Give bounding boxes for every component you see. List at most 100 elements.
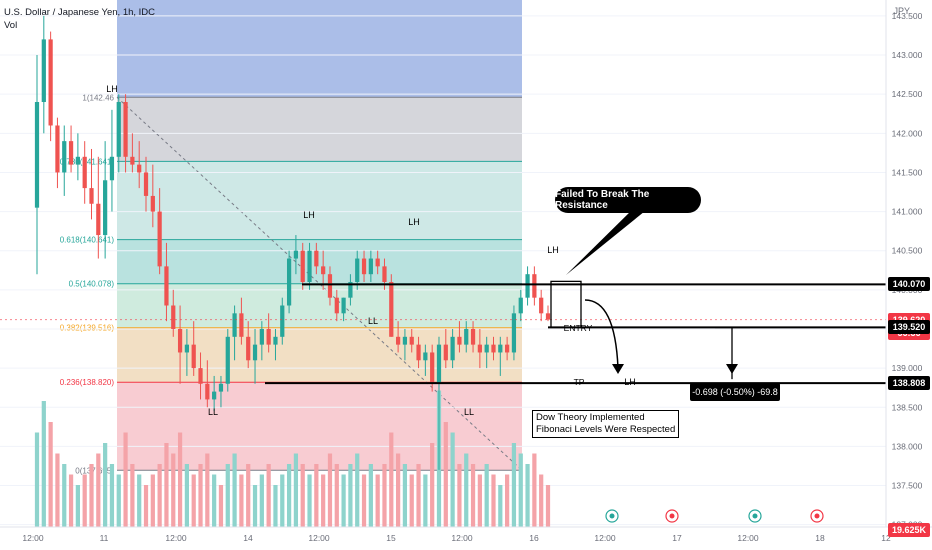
fib-band — [117, 283, 522, 328]
fib-level-label: 0.786(141.641) — [60, 157, 115, 166]
price-range-measure[interactable]: -0.698 (-0.50%) -69.8 — [690, 383, 780, 401]
volume-bar — [511, 443, 517, 527]
fib-band — [117, 327, 522, 383]
price-tick-label: 141.500 — [892, 167, 923, 177]
volume-bar — [205, 453, 210, 527]
price-tag: 138.808 — [888, 376, 930, 391]
volume-bar — [103, 443, 108, 527]
fib-level-label: 1(142.46 — [82, 93, 114, 102]
candle-body — [511, 313, 517, 353]
candle-body — [491, 344, 496, 353]
economic-event-dot — [814, 513, 820, 519]
candle-body — [327, 274, 333, 298]
currency-label: JPY — [893, 6, 910, 16]
volume-bar — [55, 453, 60, 527]
volume-bar — [239, 474, 244, 527]
swing-label: LH — [547, 245, 559, 255]
volume-bar — [355, 453, 360, 527]
volume-bar — [430, 443, 435, 527]
candle-body — [341, 297, 346, 314]
volume-bar — [184, 464, 190, 527]
candle-body — [464, 328, 469, 345]
candle-body — [430, 352, 435, 384]
price-tick-label: 138.000 — [892, 441, 923, 451]
candle-body — [470, 328, 476, 345]
volume-bar — [484, 464, 489, 527]
price-axis: 143.500 143.000 142.500 142.000 141.500 141.0… — [885, 0, 932, 550]
resistance-callout[interactable]: Failed To Break The Resistance — [555, 187, 701, 213]
volume-label[interactable]: Vol — [4, 20, 18, 31]
volume-bar — [89, 464, 94, 527]
volume-bar — [443, 422, 448, 527]
volume-bar — [157, 464, 162, 527]
candle-body — [55, 125, 60, 173]
fibonacci-retracement[interactable]: 1(142.46 0.786(141.641) 0.618(140.641) 0.5(… — [60, 0, 523, 475]
candle-body — [416, 344, 421, 361]
volume-bar — [123, 432, 128, 527]
volume-bar — [266, 464, 271, 527]
volume-bar — [382, 464, 387, 527]
time-tick-label: 11 — [100, 533, 109, 543]
time-tick-label: 16 — [529, 533, 539, 543]
callout-pointer — [566, 207, 650, 275]
volume-bar — [423, 474, 428, 527]
fib-level-label: 0.382(139.516) — [60, 324, 115, 333]
chart-legend[interactable]: U.S. Dollar / Japanese Yen, 1h, IDC Vol — [4, 6, 155, 32]
candle-body — [505, 344, 510, 353]
volume-bar — [286, 464, 292, 527]
price-tick-label: 142.000 — [892, 128, 923, 138]
chart-grid — [0, 15, 886, 526]
candle-body — [273, 336, 278, 345]
economic-event-dot — [609, 513, 615, 519]
volume-bar — [307, 474, 312, 527]
candle-body — [246, 336, 251, 361]
candle-body — [62, 141, 67, 173]
time-tick-label: 12 — [881, 533, 891, 543]
volume-bar — [470, 464, 476, 527]
volume-bar — [164, 443, 169, 527]
candle-body — [266, 328, 271, 345]
candle-body — [171, 305, 176, 329]
time-axis: 12:00 11 12:00 14 12:00 15 12:00 16 12:00 17 12:00… — [0, 509, 932, 543]
tp-label: TP — [574, 377, 585, 387]
volume-bar — [218, 485, 224, 527]
volume-bar — [341, 474, 346, 527]
volume-bar — [348, 464, 353, 527]
fib-trendline — [116, 96, 523, 471]
fib-level-label: 0.5(140.078) — [69, 280, 115, 289]
volume-bar — [457, 464, 462, 527]
volume-bar — [518, 453, 523, 527]
price-tag: 140.070 — [888, 277, 930, 292]
candle-body — [355, 258, 360, 283]
candle-body — [539, 297, 544, 314]
time-tick-label: 12:00 — [165, 533, 187, 543]
volume-bar — [252, 485, 258, 527]
dow-theory-note[interactable]: Dow Theory Implemented Fibonaci Levels W… — [532, 410, 680, 438]
volume-bar — [109, 464, 115, 527]
callout-text: Failed To Break The Resistance — [555, 189, 650, 211]
candle-body — [75, 156, 80, 165]
candle-body — [48, 39, 53, 126]
volume-bar — [334, 464, 339, 527]
fib-level-label: 0.618(140.641) — [60, 236, 115, 245]
trade-drawings[interactable]: LH LH LH LH LL LL LL LH ENTRY TP — [0, 84, 886, 417]
candle-body — [368, 258, 373, 275]
volume-bar — [96, 453, 101, 527]
fib-level-label: 0.236(138.820) — [60, 378, 115, 387]
volume-bar — [321, 474, 326, 527]
volume-bar — [409, 474, 414, 527]
volume-bar — [116, 474, 121, 527]
swing-label: LH — [303, 210, 315, 220]
candle-body — [150, 195, 155, 212]
candle-body — [218, 383, 224, 392]
price-axis-bg — [886, 0, 932, 550]
candle-body — [82, 156, 87, 189]
candle-body — [184, 344, 190, 353]
volume-bar — [300, 464, 305, 527]
volume-tag: 19.625K — [888, 523, 930, 537]
candle-body — [239, 313, 244, 337]
volume-bar — [389, 432, 394, 527]
volume-bar — [68, 474, 74, 527]
symbol-title[interactable]: U.S. Dollar / Japanese Yen, 1h, IDC — [4, 7, 156, 18]
